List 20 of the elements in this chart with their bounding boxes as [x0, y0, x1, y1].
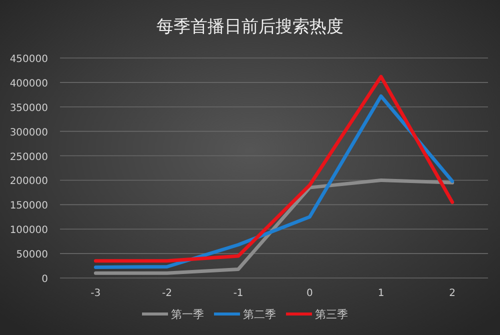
y-tick-label: 450000 — [10, 54, 48, 65]
y-tick-label: 0 — [42, 274, 48, 285]
y-tick-label: 400000 — [10, 78, 48, 90]
title: 每季首播日前后搜索热度 — [156, 17, 344, 37]
x-tick-label: 2 — [449, 288, 456, 299]
legend-label: 第二季 — [243, 308, 276, 321]
x-tick-label: -2 — [162, 288, 172, 299]
x-tick-label: -3 — [90, 288, 101, 299]
x-tick-label: -1 — [233, 288, 244, 299]
legend-label: 第三季 — [315, 308, 348, 321]
x-tick-label: 0 — [306, 288, 313, 299]
y-tick-label: 300000 — [10, 127, 48, 138]
y-tick-label: 150000 — [10, 200, 48, 212]
y-tick-label: 250000 — [10, 152, 48, 163]
x-tick-label: 1 — [378, 288, 384, 299]
legend-label: 第一季 — [171, 308, 204, 321]
y-tick-label: 100000 — [10, 225, 48, 236]
y-tick-label: 350000 — [10, 102, 48, 114]
y-tick-label: 200000 — [10, 176, 48, 188]
y-tick-label: 50000 — [16, 250, 48, 261]
